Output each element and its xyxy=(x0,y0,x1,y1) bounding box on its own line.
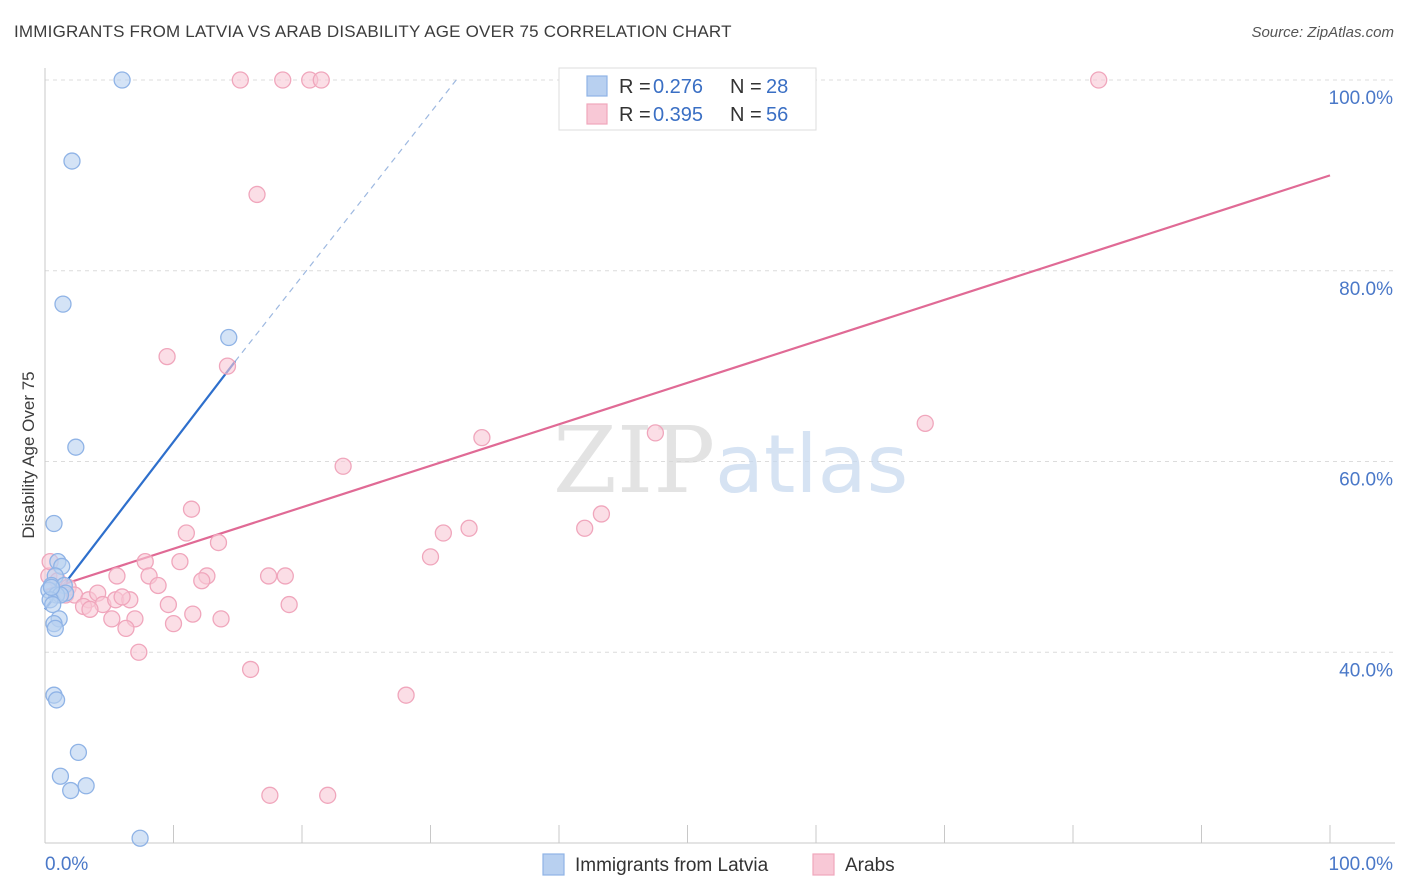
point-latvia xyxy=(45,514,63,533)
y-axis-title: Disability Age Over 75 xyxy=(19,371,38,538)
point-arabs xyxy=(397,686,415,704)
point-arabs xyxy=(136,552,154,571)
tick-marks xyxy=(173,825,1331,843)
point-arabs xyxy=(319,786,337,804)
point-latvia xyxy=(69,743,88,762)
point-arabs xyxy=(164,614,183,633)
trend-line-latvia-extension xyxy=(234,79,457,362)
axis-labels: 40.0% 60.0% 80.0% 100.0% 0.0% 100.0% Disabilit… xyxy=(19,88,1393,875)
y-tick-label: 60.0% xyxy=(1339,470,1393,491)
point-latvia xyxy=(77,777,95,795)
chart-title: IMMIGRANTS FROM LATVIA VS ARAB DISABILIT… xyxy=(14,22,732,41)
grid-lines xyxy=(45,79,1395,653)
point-arabs xyxy=(159,595,178,614)
trend-line-latvia xyxy=(44,360,237,611)
point-latvia xyxy=(131,829,149,847)
legend-n-value: 28 xyxy=(766,76,788,98)
legend-n-value: 56 xyxy=(766,104,788,126)
legend-r-label: R = xyxy=(619,76,651,98)
point-arabs xyxy=(103,610,121,628)
data-points xyxy=(40,71,1108,847)
point-arabs xyxy=(280,595,298,614)
y-tick-label: 40.0% xyxy=(1339,660,1393,681)
point-arabs xyxy=(259,567,278,585)
point-arabs xyxy=(592,505,611,523)
point-latvia xyxy=(62,781,80,800)
point-arabs xyxy=(241,660,260,679)
point-latvia xyxy=(42,578,61,597)
bottom-legend-label: Immigrants from Latvia xyxy=(575,855,769,876)
point-latvia xyxy=(220,328,238,347)
point-latvia xyxy=(54,295,72,313)
watermark-zip: ZIP xyxy=(553,407,715,514)
point-arabs xyxy=(158,347,176,366)
point-arabs xyxy=(434,524,453,542)
x-tick-label: 100.0% xyxy=(1329,854,1394,875)
point-arabs xyxy=(276,567,294,585)
point-arabs xyxy=(261,786,279,804)
x-tick-label: 0.0% xyxy=(45,854,88,875)
y-tick-label: 80.0% xyxy=(1339,279,1393,300)
point-latvia xyxy=(113,71,131,89)
point-arabs xyxy=(460,519,478,537)
legend-r-value: 0.276 xyxy=(653,76,703,98)
bottom-legend-swatch xyxy=(812,853,835,876)
point-arabs xyxy=(646,424,665,442)
legend-swatch xyxy=(586,103,608,125)
legend-swatch xyxy=(586,75,608,97)
point-latvia xyxy=(51,767,70,785)
bottom-legend: Immigrants from Latvia Arabs xyxy=(542,853,895,876)
point-arabs xyxy=(113,588,131,606)
point-arabs xyxy=(576,519,594,537)
legend-n-label: N = xyxy=(730,76,762,98)
point-arabs xyxy=(274,71,292,89)
axes xyxy=(44,68,1395,844)
point-arabs xyxy=(231,71,249,89)
point-arabs xyxy=(171,552,189,571)
bottom-legend-label: Arabs xyxy=(845,855,895,876)
point-arabs xyxy=(193,572,211,590)
source-note: Source: ZipAtlas.com xyxy=(1251,24,1394,41)
point-latvia xyxy=(47,691,66,709)
point-arabs xyxy=(473,429,491,447)
y-tick-label: 100.0% xyxy=(1329,88,1394,109)
bottom-legend-swatch xyxy=(542,853,565,876)
legend-r-value: 0.395 xyxy=(653,104,703,126)
point-latvia xyxy=(67,438,85,456)
point-arabs xyxy=(916,414,934,433)
point-arabs xyxy=(108,567,126,585)
legend-r-label: R = xyxy=(619,104,651,126)
point-latvia xyxy=(44,595,62,614)
point-arabs xyxy=(184,605,202,623)
trend-lines xyxy=(44,79,1331,611)
point-arabs xyxy=(1090,71,1108,89)
point-arabs xyxy=(421,548,440,566)
point-arabs xyxy=(218,357,237,375)
point-arabs xyxy=(81,600,99,618)
watermark: ZIP atlas xyxy=(553,407,908,514)
point-arabs xyxy=(130,643,148,661)
point-arabs xyxy=(177,524,196,542)
trend-line-arabs xyxy=(44,174,1331,592)
point-arabs xyxy=(312,71,330,89)
legend-n-label: N = xyxy=(730,104,762,126)
watermark-atlas: atlas xyxy=(715,418,908,511)
point-latvia xyxy=(46,619,64,638)
point-arabs xyxy=(209,533,228,552)
point-arabs xyxy=(248,185,266,204)
legend-box: R = 0.276 N = 28 R = 0.395 N = 56 xyxy=(558,67,817,131)
point-arabs xyxy=(117,619,135,638)
point-arabs xyxy=(212,610,230,628)
point-arabs xyxy=(182,500,201,518)
point-arabs xyxy=(149,576,167,595)
point-arabs xyxy=(334,457,352,475)
point-latvia xyxy=(63,152,81,170)
